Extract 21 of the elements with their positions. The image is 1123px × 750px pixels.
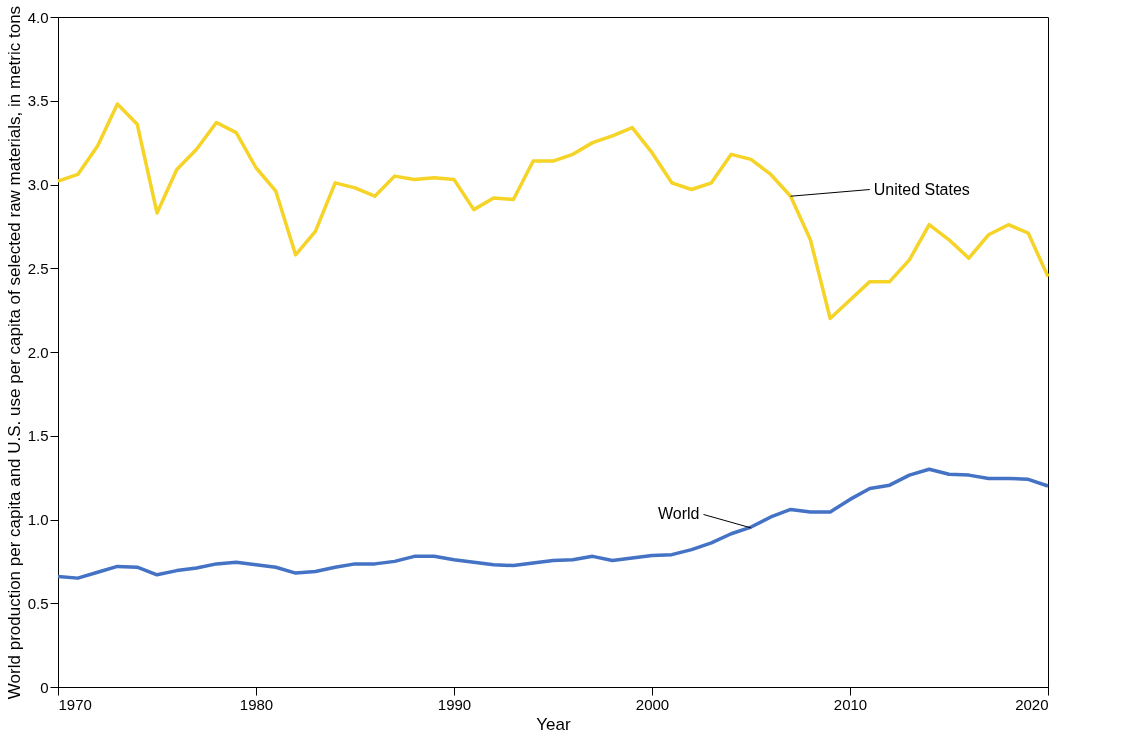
y-tick-label: 0.5: [27, 594, 49, 612]
y-tick-label: 2.5: [27, 259, 49, 277]
x-axis-title: Year: [536, 714, 572, 734]
y-tick-label: 0: [40, 678, 49, 696]
annotation: United States: [873, 180, 970, 198]
line-series: [56, 102, 1050, 321]
x-tick-label: 2020: [1015, 695, 1049, 713]
y-tick-label: 4.0: [27, 8, 49, 26]
x-tick-label: 1980: [239, 695, 274, 713]
x-tick-label: 2000: [635, 695, 670, 713]
x-tick-label: 1970: [58, 695, 92, 713]
y-tick-label: 3.5: [27, 92, 49, 110]
y-tick-label: 3.0: [27, 176, 49, 193]
y-tick-label: 1.5: [27, 427, 49, 445]
y-tick-label: 2.0: [27, 343, 49, 361]
y-axis-title: World production per capita and U.S. use per capita of selected raw materials, in metric tons: [4, 5, 24, 700]
line-series: [56, 467, 1050, 580]
x-tick-label: 2010: [833, 695, 868, 713]
x-tick-label: 1990: [437, 695, 472, 713]
y-tick-label: 1.0: [27, 511, 49, 528]
annotation: World: [657, 505, 700, 523]
